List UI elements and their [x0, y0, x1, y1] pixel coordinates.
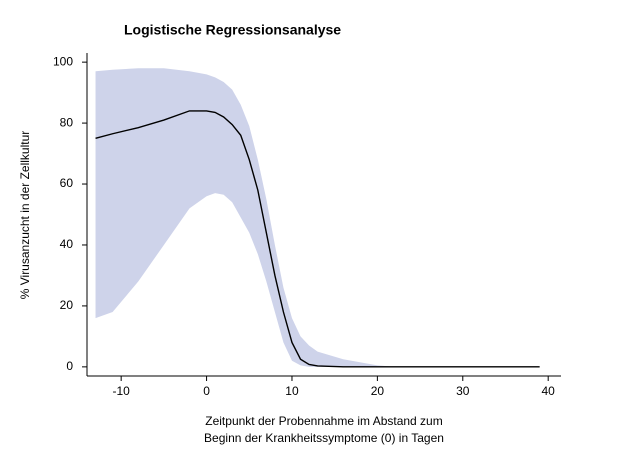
y-tick-label: 40	[60, 237, 74, 251]
x-axis-label: Zeitpunkt der Probennahme im Abstand zum	[205, 414, 442, 428]
y-tick-label: 80	[60, 115, 74, 129]
y-tick-label: 100	[53, 54, 73, 68]
x-tick-label: -10	[112, 384, 130, 398]
y-tick-label: 0	[66, 359, 73, 373]
confidence-band	[95, 68, 540, 367]
x-tick-label: 30	[456, 384, 470, 398]
chart-title: Logistische Regressionsanalyse	[124, 22, 341, 38]
y-tick-label: 20	[60, 298, 74, 312]
x-tick-label: 20	[371, 384, 385, 398]
x-axis-label: Beginn der Krankheitssymptome (0) in Tag…	[204, 431, 444, 445]
y-axis-label: % Virusanzucht in der Zellkultur	[18, 131, 32, 300]
x-tick-label: 40	[542, 384, 556, 398]
y-tick-label: 60	[60, 176, 74, 190]
x-tick-label: 0	[203, 384, 210, 398]
data-line	[95, 110, 540, 368]
x-tick-label: 10	[285, 384, 299, 398]
